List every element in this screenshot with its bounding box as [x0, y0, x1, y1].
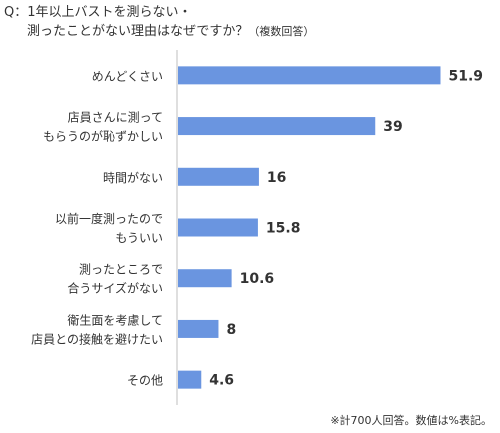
title-line-2-wrap: 測ったことがない理由はなぜですか？（複数回答） — [4, 22, 314, 41]
category-label-2-0: 時間がない — [103, 170, 163, 185]
bar-0 — [178, 66, 441, 85]
category-label-1-1: もらうのが恥ずかしい — [43, 129, 163, 144]
value-label-0: 51.9 — [448, 68, 483, 84]
value-label-1: 39 — [383, 119, 402, 135]
category-label-3-0: 以前一度測ったので — [55, 211, 163, 226]
category-label-5-0: 衛生面を考慮して — [67, 313, 163, 327]
category-label-5-1: 店員との接触を避けたい — [31, 331, 163, 346]
bar-6 — [178, 370, 202, 389]
chart-title: Q：1年以上バストを測らない・ 測ったことがない理由はなぜですか？（複数回答） — [4, 3, 314, 41]
bar-5 — [178, 319, 219, 338]
title-line-2: 測ったことがない理由はなぜですか？ — [27, 24, 249, 39]
category-label-4-1: 合うサイズがない — [67, 281, 163, 296]
category-label-4-0: 測ったところで — [79, 263, 163, 277]
value-label-2: 16 — [267, 170, 286, 186]
value-label-3: 15.8 — [266, 221, 301, 237]
category-label-0-0: めんどくさい — [92, 69, 163, 83]
bar-2 — [178, 167, 259, 186]
value-label-5: 8 — [226, 322, 236, 338]
category-label-1-0: 店員さんに測って — [68, 111, 163, 125]
bar-1 — [178, 117, 376, 136]
category-label-3-1: もういい — [115, 231, 163, 245]
bar-4 — [178, 269, 232, 288]
title-line-1: Q：1年以上バストを測らない・ — [4, 5, 192, 20]
title-note: （複数回答） — [248, 25, 315, 38]
footnote: ※計700人回答。数値は%表記。 — [330, 414, 492, 427]
bar-3 — [178, 218, 258, 237]
category-label-6-0: その他 — [127, 374, 163, 388]
value-label-4: 10.6 — [240, 271, 275, 287]
value-label-6: 4.6 — [209, 373, 234, 389]
